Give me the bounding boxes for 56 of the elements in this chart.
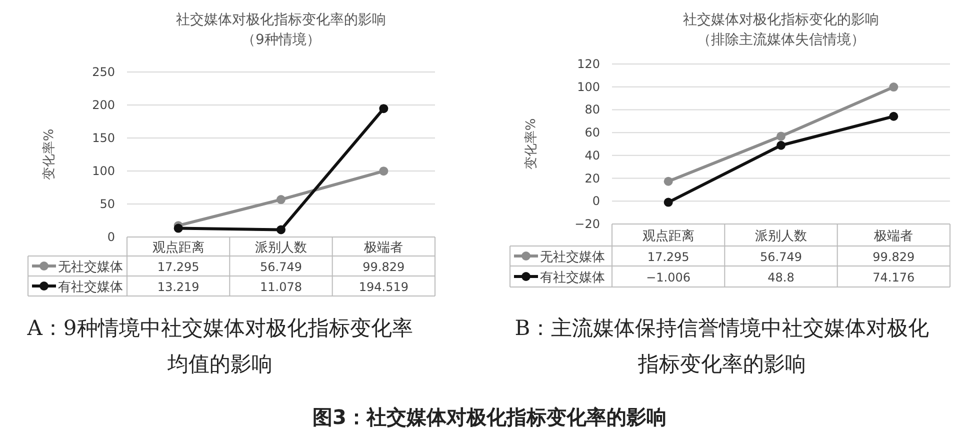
y-tick-label: 100 — [92, 164, 115, 178]
point — [379, 104, 388, 114]
y-axis-title: 变化率% — [41, 128, 57, 180]
data-label: 17.295 — [157, 260, 200, 274]
data-label: 99.829 — [872, 250, 915, 264]
y-tick-label: 40 — [584, 148, 600, 162]
data-label: 48.8 — [768, 270, 794, 284]
legend-label: 有社交媒体 — [540, 270, 605, 286]
y-tick-label: 0 — [592, 194, 600, 208]
point — [664, 198, 673, 207]
chart-title: 社交媒体对极化指标变化率的影响 — [176, 12, 386, 28]
y-tick-label: 80 — [584, 102, 600, 117]
point — [889, 82, 898, 92]
chart-title: 社交媒体对极化指标变化的影响 — [683, 12, 879, 28]
y-tick-label: 150 — [92, 131, 115, 145]
data-label: 56.749 — [760, 250, 802, 264]
y-tick-label: 100 — [577, 80, 600, 94]
x-tick-label: 派别人数 — [755, 229, 807, 244]
data-label: 194.519 — [358, 280, 408, 294]
point — [174, 224, 183, 233]
x-tick-label: 极端者 — [363, 240, 404, 256]
x-tick-label: 观点距离 — [642, 228, 694, 244]
y-tick-label: 120 — [577, 57, 600, 71]
legend-label: 有社交媒体 — [58, 279, 123, 295]
y-tick-label: 0 — [107, 230, 115, 244]
point — [276, 195, 286, 204]
y-tick-label: −20 — [574, 217, 600, 231]
point — [276, 225, 286, 234]
y-tick-label: 60 — [584, 126, 600, 140]
x-tick-label: 派别人数 — [255, 240, 307, 256]
y-tick-label: 50 — [100, 197, 115, 211]
data-label: 74.176 — [872, 270, 915, 284]
data-label: 17.295 — [647, 250, 690, 264]
point — [379, 166, 388, 176]
point — [664, 176, 673, 186]
chart-subtitle: （9种情境） — [242, 32, 320, 48]
point — [776, 132, 786, 141]
data-label: 11.078 — [260, 280, 302, 294]
x-tick-label: 极端者 — [873, 229, 914, 244]
text: B：主流媒体保持信誉情境中社交媒体对极化指标变化率的影响 — [514, 315, 930, 378]
point — [776, 140, 786, 150]
data-label: 13.219 — [157, 280, 200, 294]
legend-label: 无社交媒体 — [540, 249, 605, 265]
y-tick-label: 250 — [92, 65, 115, 79]
data-label: −1.006 — [646, 270, 691, 284]
data-label: 56.749 — [260, 260, 302, 274]
legend-label: 无社交媒体 — [58, 259, 123, 275]
y-tick-label: 200 — [92, 98, 115, 112]
x-tick-label: 观点距离 — [152, 240, 204, 256]
data-label: 99.829 — [362, 260, 405, 274]
text: A：9种情境中社交媒体对极化指标变化率均值的影响 — [26, 315, 414, 378]
chart-subtitle: （排除主流媒体失信情境） — [697, 32, 865, 48]
y-axis-title: 变化率% — [523, 118, 539, 170]
point — [889, 112, 898, 121]
caption: 图3：社交媒体对极化指标变化率的影响 — [312, 404, 668, 431]
y-tick-label: 20 — [584, 171, 600, 186]
